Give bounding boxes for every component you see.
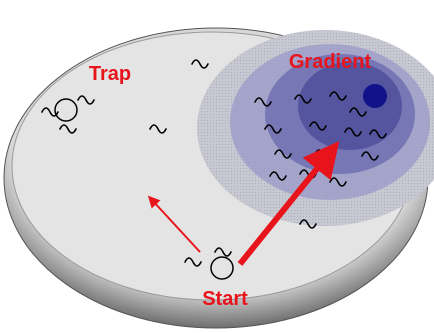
diagram: Trap Gradient Start (0, 0, 434, 333)
gradient-label: Gradient (289, 51, 372, 73)
start-label: Start (202, 288, 248, 310)
trap-label: Trap (89, 63, 131, 85)
page: Trap Gradient Start (() => { const data … (0, 0, 434, 333)
